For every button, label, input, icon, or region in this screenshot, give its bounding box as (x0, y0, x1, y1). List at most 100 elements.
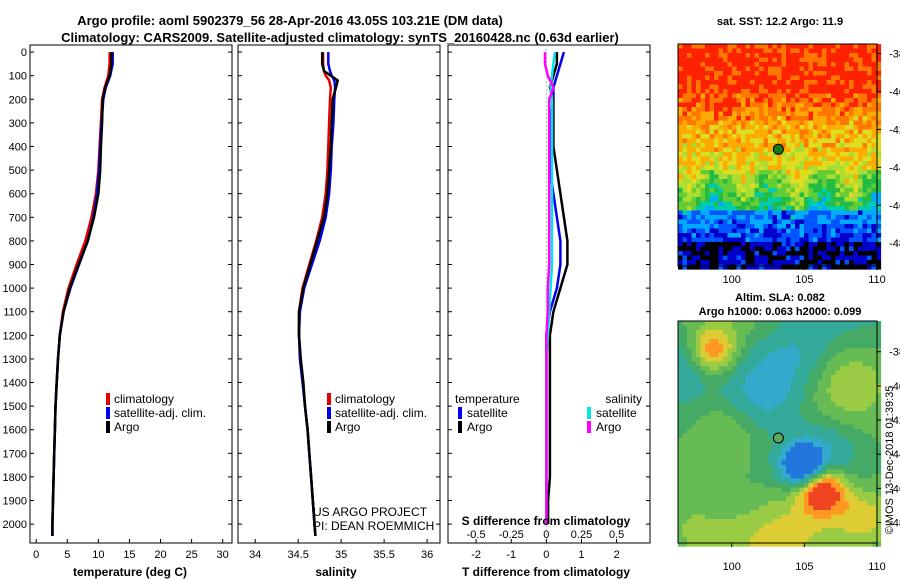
sla-map-cell (867, 433, 873, 439)
sst-map-cell (732, 255, 738, 261)
sst-map-cell (876, 233, 882, 239)
sst-map-cell (786, 143, 792, 149)
sla-map-cell (732, 384, 738, 390)
sst-map-cell (691, 152, 697, 158)
sst-map-cell (678, 102, 684, 108)
sst-map-cell (781, 246, 787, 252)
temperature-x-tick-label: 5 (64, 549, 70, 561)
sst-map-cell (871, 129, 877, 135)
sst-map-cell (876, 62, 882, 68)
sla-map-cell (678, 330, 684, 336)
sst-map-cell (808, 174, 814, 180)
sst-map-cell (867, 219, 873, 225)
sla-map-cell (808, 474, 814, 480)
sla-map-cell (768, 532, 774, 538)
sst-map-cell (777, 251, 783, 257)
sla-map-cell (840, 474, 846, 480)
sst-map-cell (678, 210, 684, 216)
sla-map-cell (831, 483, 837, 489)
salinity-x-tick-label: 35.5 (373, 549, 394, 561)
sla-map-cell (750, 361, 756, 367)
sla-map-cell (768, 451, 774, 457)
sst-map-cell (691, 75, 697, 81)
sla-map-cell (795, 505, 801, 511)
sst-map-cell (849, 147, 855, 153)
sst-map-cell (732, 102, 738, 108)
sst-map-cell (759, 237, 765, 243)
sst-map-cell (714, 179, 720, 185)
sla-map-cell (754, 478, 760, 484)
sla-map-cell (732, 438, 738, 444)
sst-map-cell (691, 215, 697, 221)
sla-map-cell (772, 532, 778, 538)
sst-map-cell (862, 179, 868, 185)
sst-map-cell (822, 138, 828, 144)
sla-map-cell (795, 438, 801, 444)
sst-map-cell (750, 165, 756, 171)
legend-argo-swatch (327, 421, 331, 433)
sla-map-cell (772, 478, 778, 484)
sla-map-cell (858, 393, 864, 399)
sst-map-cell (822, 201, 828, 207)
sst-map-cell (709, 125, 715, 131)
sst-map-cell (822, 57, 828, 63)
sst-map-cell (777, 264, 783, 270)
sst-map-cell (718, 174, 724, 180)
sst-map-cell (696, 62, 702, 68)
sst-map-cell (718, 201, 724, 207)
sla-map-cell (858, 420, 864, 426)
sla-map-cell (709, 370, 715, 376)
sla-map-cell (750, 321, 756, 327)
sst-map-cell (817, 246, 823, 252)
sla-map-cell (682, 469, 688, 475)
sla-map-cell (813, 370, 819, 376)
sst-map-cell (709, 62, 715, 68)
sla-map-cell (808, 393, 814, 399)
sla-map-cell (691, 496, 697, 502)
sst-map-cell (804, 188, 810, 194)
sla-map-cell (687, 460, 693, 466)
sla-map-cell (862, 339, 868, 345)
sst-map-cell (745, 98, 751, 104)
sla-map-cell (714, 456, 720, 462)
sla-map-cell (826, 406, 832, 412)
sla-map-cell (736, 330, 742, 336)
sst-map-cell (682, 147, 688, 153)
sla-map-cell (709, 393, 715, 399)
sst-map-cell (727, 219, 733, 225)
sst-map-cell (696, 116, 702, 122)
sst-map-cell (862, 147, 868, 153)
sla-map-cell (759, 361, 765, 367)
sst-map-cell (759, 53, 765, 59)
sla-map-cell (732, 541, 738, 547)
sst-map-cell (799, 75, 805, 81)
sla-map-cell (813, 528, 819, 534)
sst-map-cell (799, 264, 805, 270)
sla-map-cell (822, 379, 828, 385)
sst-map-cell (835, 264, 841, 270)
sst-map-cell (750, 80, 756, 86)
sla-map-cell (705, 528, 711, 534)
legend-climatology-label: climatology (114, 392, 174, 406)
sla-map-cell (808, 334, 814, 340)
sst-map-cell (763, 255, 769, 261)
sst-map-cell (736, 201, 742, 207)
sla-map-cell (700, 474, 706, 480)
sla-map-cell (754, 532, 760, 538)
sst-map-cell (858, 44, 864, 50)
sla-map-cell (750, 483, 756, 489)
depth-tick-label: 2000 (3, 519, 27, 531)
sla-map-cell (817, 483, 823, 489)
sst-map-cell (808, 210, 814, 216)
sla-map-cell (840, 429, 846, 435)
sst-map-cell (795, 161, 801, 167)
sla-map-cell (799, 352, 805, 358)
sla-map-cell (763, 352, 769, 358)
sla-map-cell (813, 330, 819, 336)
sst-map-cell (687, 53, 693, 59)
sst-map-cell (718, 62, 724, 68)
sst-map-cell (700, 116, 706, 122)
sst-map-cell (745, 152, 751, 158)
sla-map-cell (732, 478, 738, 484)
sla-map-cell (759, 420, 765, 426)
